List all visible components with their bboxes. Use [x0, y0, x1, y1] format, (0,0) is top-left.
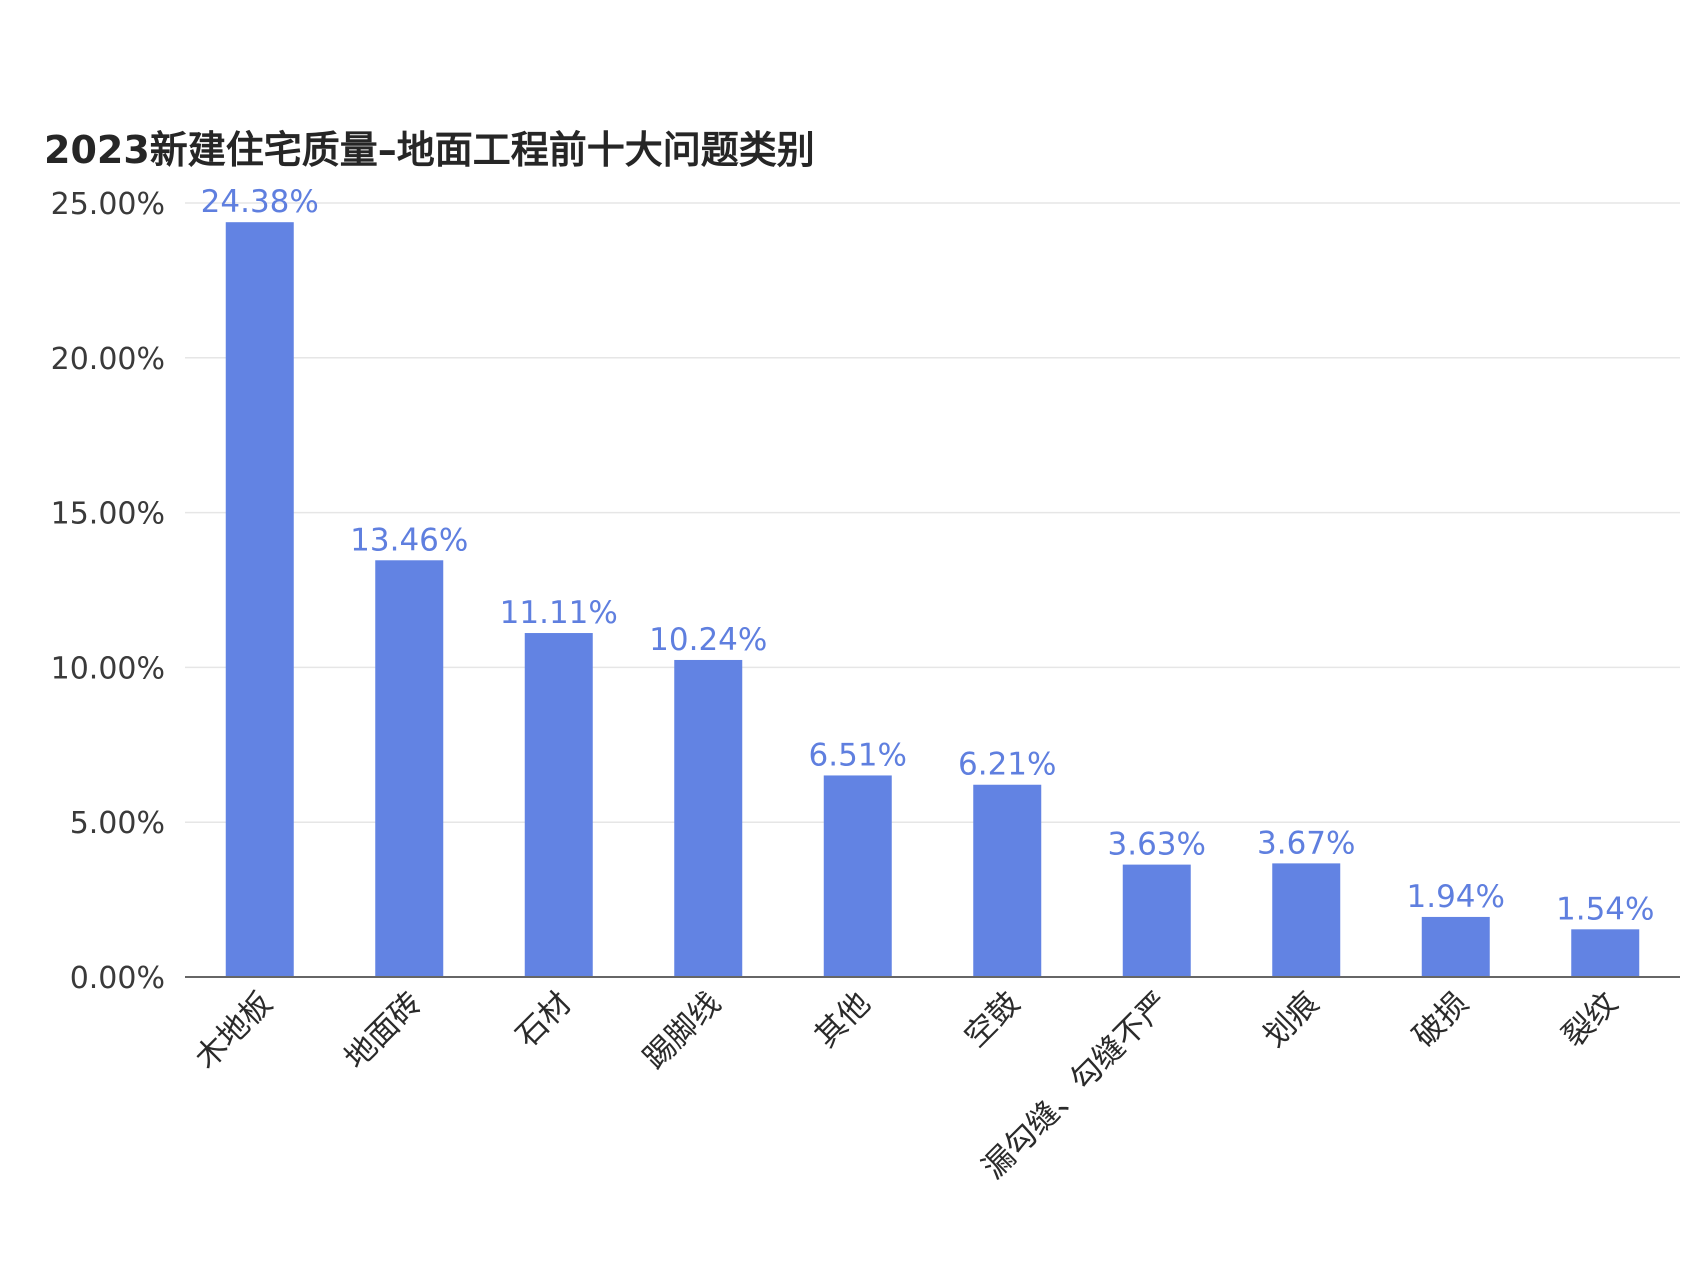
data-label: 13.46%: [350, 522, 468, 558]
bar: [375, 560, 444, 977]
x-tick-label: 划痕: [1257, 985, 1326, 1054]
data-label: 3.67%: [1257, 825, 1355, 861]
bar: [524, 633, 593, 977]
bar: [225, 222, 294, 978]
data-label: 1.54%: [1556, 891, 1654, 927]
bar: [823, 775, 892, 977]
bars: [225, 222, 1640, 978]
x-tick-label: 裂纹: [1556, 985, 1625, 1054]
data-label: 6.21%: [958, 747, 1056, 783]
y-axis-ticks: 0.00% 5.00% 10.00% 15.00% 20.00% 25.00%: [51, 187, 165, 996]
y-tick-label: 10.00%: [51, 651, 165, 686]
x-tick-label: 石材: [509, 985, 578, 1054]
bar: [1272, 863, 1341, 977]
bar: [674, 659, 743, 977]
x-tick-label: 其他: [808, 985, 877, 1054]
data-label: 11.11%: [500, 595, 618, 631]
y-tick-label: 20.00%: [51, 342, 165, 377]
bar: [973, 784, 1042, 977]
x-tick-label: 木地板: [188, 985, 279, 1076]
x-tick-label: 空鼓: [958, 985, 1027, 1054]
bar: [1122, 864, 1191, 977]
bar: [1421, 916, 1490, 977]
y-tick-label: 5.00%: [70, 806, 165, 841]
y-tick-label: 0.00%: [70, 961, 165, 996]
bar: [1571, 929, 1640, 977]
chart-title: 2023新建住宅质量–地面工程前十大问题类别: [44, 128, 815, 172]
x-tick-label: 踢脚线: [637, 985, 728, 1076]
data-label: 10.24%: [649, 622, 767, 658]
y-tick-label: 25.00%: [51, 187, 165, 222]
x-tick-label: 破损: [1406, 985, 1475, 1054]
data-label: 6.51%: [809, 737, 907, 773]
data-label: 24.38%: [201, 184, 319, 220]
data-label: 1.94%: [1407, 879, 1505, 915]
x-tick-label: 地面砖: [338, 985, 429, 1076]
data-labels: 24.38% 13.46% 11.11% 10.24% 6.51% 6.21% 3.63% 3…: [201, 184, 1655, 927]
data-label: 3.63%: [1108, 827, 1206, 863]
y-tick-label: 15.00%: [51, 497, 165, 532]
